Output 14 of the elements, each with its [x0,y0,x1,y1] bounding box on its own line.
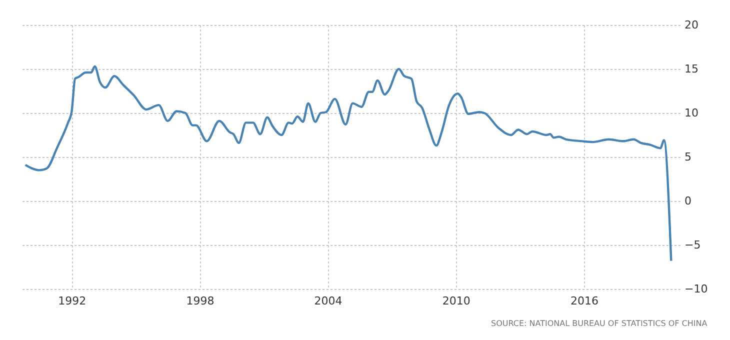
y-tick-label: −10 [684,282,708,296]
x-tick-label: 2016 [570,294,598,308]
source-note: SOURCE: NATIONAL BUREAU OF STATISTICS OF CHINA [490,319,708,328]
y-tick-label: 0 [684,194,692,208]
x-tick-label: 1998 [186,294,214,308]
y-tick-label: 5 [684,150,692,164]
y-tick-label: 15 [684,62,698,76]
x-tick-label: 2004 [314,294,342,308]
y-tick-label: −5 [684,238,701,252]
line-series [24,65,672,262]
x-tick-label: 2010 [442,294,470,308]
y-tick-label: 20 [684,18,698,32]
x-tick-label: 1992 [58,294,86,308]
y-tick-label: 10 [684,106,698,120]
